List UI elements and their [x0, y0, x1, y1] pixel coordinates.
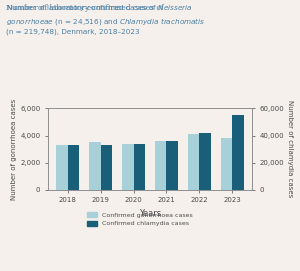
- Bar: [155, 141, 167, 190]
- Bar: [89, 142, 100, 190]
- Bar: [188, 134, 200, 190]
- X-axis label: Years: Years: [139, 209, 161, 218]
- Bar: [221, 138, 232, 190]
- Bar: [68, 145, 79, 190]
- Bar: [200, 133, 211, 190]
- Text: Number of laboratory-confirmed cases of $\it{Neisseria}$
$\it{gonorrhoeae}$ (n =: Number of laboratory-confirmed cases of …: [6, 3, 206, 35]
- Legend: Confirmed gonorrhoea cases, Confirmed chlamydia cases: Confirmed gonorrhoea cases, Confirmed ch…: [85, 209, 195, 229]
- Bar: [134, 144, 145, 190]
- Bar: [122, 144, 134, 190]
- Y-axis label: Number of gonorrhoea cases: Number of gonorrhoea cases: [11, 98, 17, 200]
- Bar: [167, 141, 178, 190]
- Bar: [56, 145, 68, 190]
- Y-axis label: Number of chlamydia cases: Number of chlamydia cases: [287, 101, 293, 198]
- Text: Number of laboratory-confirmed cases of: Number of laboratory-confirmed cases of: [6, 4, 166, 12]
- Bar: [100, 145, 112, 190]
- Bar: [232, 115, 244, 190]
